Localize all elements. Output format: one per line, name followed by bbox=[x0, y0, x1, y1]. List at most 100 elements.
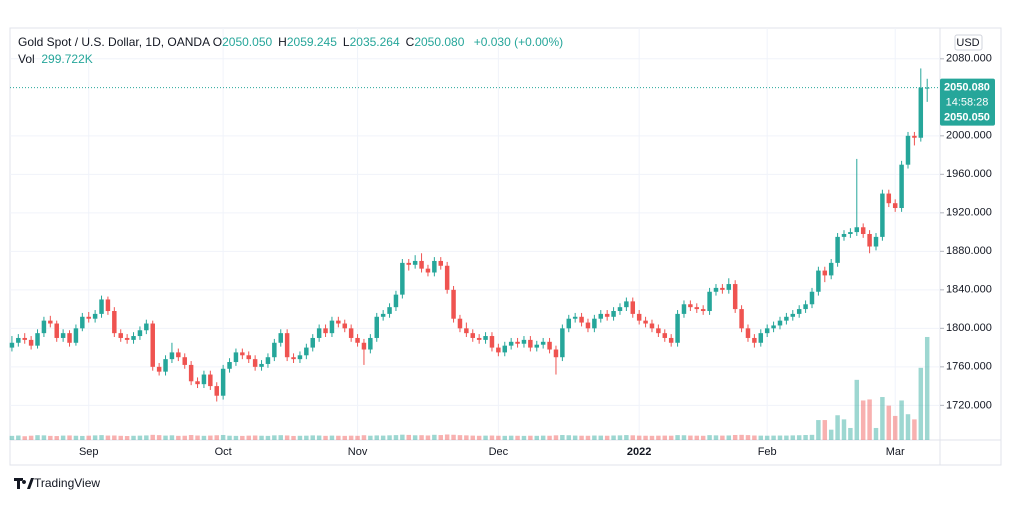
volume-bar bbox=[547, 435, 552, 440]
volume-bar bbox=[112, 435, 117, 440]
candle-body bbox=[470, 333, 475, 338]
y-tick-label: 2000.000 bbox=[946, 130, 992, 142]
volume-bar bbox=[380, 435, 386, 440]
volume-bar bbox=[227, 435, 232, 440]
candle-body bbox=[368, 337, 373, 350]
candle-body bbox=[764, 328, 770, 334]
volume-bar bbox=[860, 400, 866, 440]
volume-bar bbox=[681, 435, 687, 440]
volume-bar bbox=[355, 435, 360, 440]
candle-body bbox=[905, 135, 911, 165]
volume-bar bbox=[60, 435, 66, 440]
volume-bar bbox=[758, 435, 764, 440]
volume-bar bbox=[585, 435, 591, 440]
candle-body bbox=[144, 323, 149, 331]
candles bbox=[9, 68, 940, 402]
candle-body bbox=[502, 345, 508, 353]
candle-body bbox=[336, 320, 341, 324]
volume-bar bbox=[451, 434, 456, 440]
volume-bar bbox=[867, 399, 872, 440]
volume-bar bbox=[92, 435, 98, 440]
volume-bar bbox=[700, 435, 706, 440]
candle-body bbox=[611, 311, 616, 317]
candle-body bbox=[86, 316, 91, 319]
volume-bar bbox=[508, 435, 514, 440]
brand-logo bbox=[14, 478, 34, 489]
brand: TradingView bbox=[14, 476, 100, 490]
volume-bar bbox=[784, 435, 789, 440]
candle-body bbox=[284, 333, 290, 358]
volume-bar bbox=[265, 435, 271, 440]
volume-bar bbox=[873, 427, 879, 440]
x-tick-label: Oct bbox=[215, 446, 232, 458]
x-tick-label: Mar bbox=[886, 446, 905, 458]
candle-body bbox=[604, 313, 610, 317]
volume-bar bbox=[771, 435, 776, 440]
candle-body bbox=[329, 320, 335, 334]
volume-bar bbox=[540, 435, 546, 440]
volume-bar bbox=[99, 435, 104, 440]
candle-body bbox=[668, 337, 674, 343]
candle-body bbox=[860, 227, 866, 234]
change: +0.030 (+0.00%) bbox=[473, 35, 564, 49]
candle-body bbox=[131, 336, 136, 340]
candle-body bbox=[438, 260, 443, 266]
candle-body bbox=[515, 341, 520, 344]
volume-bar bbox=[348, 435, 354, 440]
candle-body bbox=[739, 309, 744, 329]
candle-body bbox=[867, 234, 872, 247]
candle-body bbox=[163, 359, 168, 372]
candle-body bbox=[713, 287, 719, 292]
symbol: Gold Spot / U.S. Dollar, 1D, OANDA bbox=[18, 35, 210, 49]
candle-body bbox=[656, 328, 661, 334]
currency-box[interactable] bbox=[954, 34, 983, 51]
volume-bar bbox=[643, 435, 648, 440]
volume-value: 299.722K bbox=[41, 52, 93, 66]
candle-body bbox=[521, 339, 527, 344]
last-price-box bbox=[940, 78, 995, 126]
candle-body bbox=[419, 260, 424, 269]
candle-body bbox=[304, 347, 309, 356]
candle-body bbox=[246, 355, 251, 360]
volume-bar bbox=[444, 434, 450, 440]
candle-body bbox=[592, 318, 597, 329]
volume-bar bbox=[48, 435, 53, 440]
candle-body bbox=[432, 260, 437, 273]
volume-bar bbox=[611, 435, 616, 440]
volume-bar bbox=[336, 435, 341, 440]
candle-body bbox=[508, 341, 514, 346]
volume-bar bbox=[176, 435, 181, 440]
field-label: O bbox=[212, 35, 223, 49]
volume-bar bbox=[374, 435, 379, 440]
volume-bar bbox=[464, 435, 469, 440]
volume-bar bbox=[284, 435, 290, 440]
candle-body bbox=[156, 366, 162, 372]
volume-bar bbox=[393, 435, 399, 440]
volume-bar bbox=[105, 435, 111, 440]
candle-body bbox=[560, 328, 565, 358]
candle-body bbox=[188, 364, 194, 382]
last-price-price: 2050.080 bbox=[944, 82, 990, 94]
candle-body bbox=[361, 342, 367, 350]
volume-bar bbox=[67, 435, 72, 440]
volume-bar bbox=[912, 419, 917, 440]
candle-body bbox=[662, 333, 668, 338]
candle-body bbox=[105, 299, 111, 312]
y-tick-label: 1800.000 bbox=[946, 322, 992, 334]
candle-body bbox=[579, 316, 584, 323]
field-label: C bbox=[405, 35, 415, 49]
candle-body bbox=[291, 357, 296, 360]
candle-body bbox=[899, 164, 904, 209]
candle-body bbox=[214, 386, 219, 396]
candle-body bbox=[835, 236, 840, 263]
volume-bar bbox=[201, 435, 207, 440]
volume-bar bbox=[675, 435, 680, 440]
legend: Gold Spot / U.S. Dollar, 1D, OANDA O2050… bbox=[18, 34, 563, 68]
candle-body bbox=[924, 87, 930, 89]
volume-bar bbox=[220, 434, 226, 440]
volume-bar bbox=[278, 435, 283, 440]
candle-body bbox=[752, 337, 757, 343]
candle-body bbox=[150, 323, 155, 367]
volume-bar bbox=[566, 435, 572, 440]
